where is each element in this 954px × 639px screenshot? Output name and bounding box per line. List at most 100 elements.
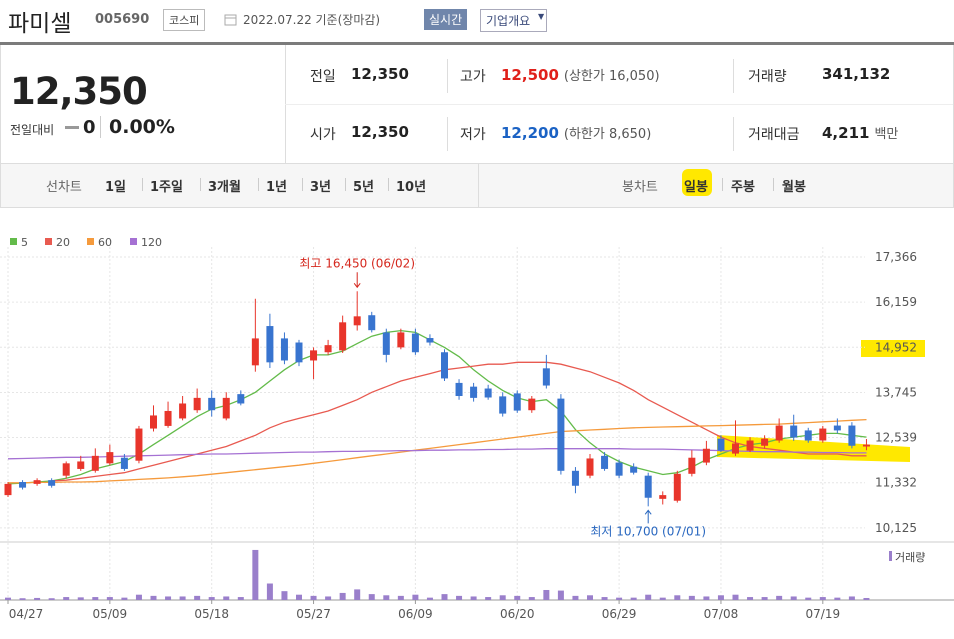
volume-bar xyxy=(165,596,172,600)
candle-body xyxy=(150,415,157,429)
candle-body xyxy=(77,461,85,469)
candle-body xyxy=(761,438,769,446)
volume-bar xyxy=(557,590,564,600)
candle-body xyxy=(368,315,376,331)
tab[interactable]: 1일 xyxy=(105,180,127,195)
x-tick-label: 06/20 xyxy=(500,607,535,621)
change-label: 전일대비 xyxy=(10,123,55,137)
tab[interactable]: 일봉 xyxy=(684,180,708,195)
tab-sep xyxy=(142,178,143,191)
volume-bar xyxy=(659,597,666,600)
candle-body xyxy=(673,473,681,501)
candle-body xyxy=(62,463,70,476)
candle-body xyxy=(222,397,230,419)
candle-body xyxy=(280,338,288,361)
tab[interactable]: 주봉 xyxy=(731,180,755,195)
candle-body xyxy=(19,482,27,488)
cell-label: 고가 xyxy=(460,69,486,85)
tab-sep xyxy=(773,178,774,191)
cell-label: 거래대금 xyxy=(748,127,800,143)
candle-body xyxy=(732,443,739,454)
legend-label: 거래량 xyxy=(895,551,925,564)
highlight-mark xyxy=(861,340,925,357)
candle-body xyxy=(33,480,41,484)
candle-body xyxy=(48,480,56,486)
volume-bar xyxy=(805,597,812,600)
tab-sep xyxy=(722,178,723,191)
candle-body xyxy=(237,394,245,404)
volume-bar xyxy=(208,597,215,600)
stock-code: 005690 xyxy=(95,12,150,27)
tab[interactable]: 1년 xyxy=(266,180,288,195)
candle-body xyxy=(4,483,12,496)
cell-label: 거래량 xyxy=(748,69,787,85)
volume-bar xyxy=(616,597,623,600)
candle-body xyxy=(746,440,754,451)
candle-body xyxy=(702,448,710,463)
tab[interactable]: 10년 xyxy=(396,180,427,195)
company-info-button[interactable]: 기업개요 xyxy=(480,9,548,32)
market-badge: 코스피 xyxy=(163,9,206,31)
volume-bar xyxy=(863,597,870,600)
tab-sep xyxy=(200,178,201,191)
summary-table: 전일 12,350 고가 12,500 (상한가 16,050) 거래량 341,132 시가… xyxy=(285,45,954,163)
tab[interactable]: 3개월 xyxy=(208,180,241,195)
tab[interactable]: 1주일 xyxy=(150,180,183,195)
x-tick-label: 06/09 xyxy=(398,607,433,621)
volume-bar xyxy=(601,597,608,600)
volume-bar xyxy=(470,596,477,600)
volume-bar xyxy=(354,589,361,600)
candle-body xyxy=(804,430,812,441)
candle-body xyxy=(135,428,143,461)
legend-swatch xyxy=(889,551,892,561)
candle-body xyxy=(120,457,128,469)
candle-body xyxy=(644,475,652,498)
tab[interactable]: 월봉 xyxy=(782,180,806,195)
tab-sep xyxy=(388,178,389,191)
period-bar xyxy=(0,163,954,208)
tab-sep xyxy=(345,178,346,191)
tab[interactable]: 3년 xyxy=(310,180,332,195)
volume-bar xyxy=(645,594,652,600)
candle-body xyxy=(688,457,696,474)
candle-body xyxy=(601,455,609,469)
cell-note: (하한가 8,650) xyxy=(563,127,652,142)
candle-body xyxy=(324,345,332,353)
x-tick-label: 05/09 xyxy=(93,607,128,621)
candle-body xyxy=(819,428,827,441)
volume-bar xyxy=(106,597,113,600)
cell-label: 전일 xyxy=(310,69,336,85)
candle-body xyxy=(353,316,361,326)
volume-bar xyxy=(543,589,550,600)
volume-bar xyxy=(848,596,855,600)
realtime-button[interactable]: 실시간 xyxy=(424,9,468,30)
candle-body xyxy=(339,322,347,351)
candle-body xyxy=(571,470,579,486)
volume-bar xyxy=(528,597,535,600)
candle-body xyxy=(717,438,725,451)
volume-bar xyxy=(339,592,346,600)
legend-label: 120 xyxy=(141,236,162,249)
candle-body xyxy=(397,332,405,348)
volume-bar xyxy=(296,594,302,600)
volume-bar xyxy=(383,595,390,600)
candle-body xyxy=(295,342,303,363)
volume-bar xyxy=(441,594,448,600)
candle-body xyxy=(208,397,216,411)
candle-body xyxy=(499,396,507,414)
candle-body xyxy=(775,425,783,441)
period-divider xyxy=(478,164,479,207)
tab[interactable]: 5년 xyxy=(353,180,375,195)
legend-label: 60 xyxy=(98,236,112,249)
ma-line xyxy=(8,418,867,484)
candle-body xyxy=(310,350,318,361)
cell-value: 12,350 xyxy=(351,65,409,83)
volume-bar xyxy=(237,597,244,600)
annotation-arrow xyxy=(353,272,361,289)
x-tick-label: 06/29 xyxy=(602,607,637,621)
volume-bar xyxy=(688,595,695,600)
current-price: 12,350 xyxy=(10,70,148,113)
volume-bar xyxy=(819,597,826,600)
volume-bar xyxy=(368,594,375,600)
